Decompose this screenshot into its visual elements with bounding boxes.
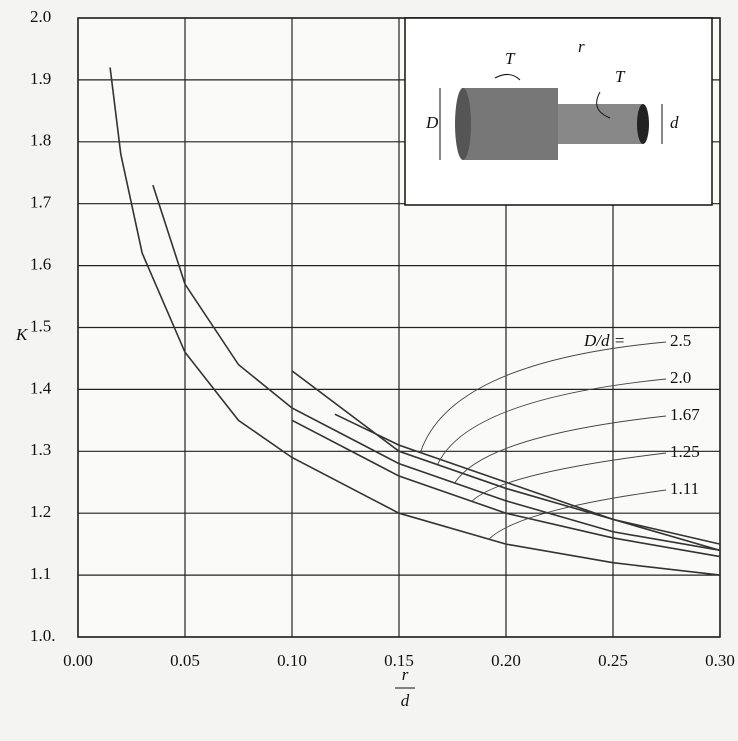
y-tick-label: 1.5	[30, 316, 51, 335]
x-tick-label: 0.30	[705, 651, 735, 670]
y-tick-label: 1.2	[30, 502, 51, 521]
legend-label: 1.11	[670, 479, 699, 498]
x-tick-label: 0.15	[384, 651, 414, 670]
shaft-end	[637, 104, 649, 144]
legend-label: 2.5	[670, 331, 691, 350]
y-tick-label: 1.1	[30, 564, 51, 583]
inset-label: d	[670, 113, 679, 132]
y-tick-label: 1.7	[30, 193, 52, 212]
y-tick-label: 1.9	[30, 69, 51, 88]
y-tick-label: 1.3	[30, 440, 51, 459]
inset-label: D	[425, 113, 439, 132]
x-tick-label: 0.00	[63, 651, 93, 670]
inset-label: r	[578, 37, 585, 56]
inset-label: T	[505, 49, 516, 68]
legend-label: 2.0	[670, 368, 691, 387]
y-tick-label: 1.6	[30, 255, 51, 274]
x-tick-label: 0.05	[170, 651, 200, 670]
x-axis-label-bottom: d	[401, 691, 410, 710]
x-tick-label: 0.25	[598, 651, 628, 670]
legend-label: 1.67	[670, 405, 700, 424]
legend-title: D/d =	[583, 331, 625, 350]
y-tick-label: 1.8	[30, 131, 51, 150]
y-tick-label: 2.0	[30, 7, 51, 26]
y-tick-label: 1.4	[30, 378, 52, 397]
x-tick-label: 0.20	[491, 651, 521, 670]
inset-label: T	[615, 67, 626, 86]
y-tick-label: 1.0.	[30, 626, 56, 645]
small-shaft	[558, 104, 643, 144]
y-axis-label: K	[15, 325, 29, 344]
chart: K r d D d T r T 0.00 0.05 0.10 0.15 0.20 0.25…	[0, 0, 738, 741]
shaft-end	[455, 88, 471, 160]
x-tick-label: 0.10	[277, 651, 307, 670]
inset-diagram: D d T r T	[405, 18, 712, 205]
large-shaft	[463, 88, 558, 160]
legend-label: 1.25	[670, 442, 700, 461]
